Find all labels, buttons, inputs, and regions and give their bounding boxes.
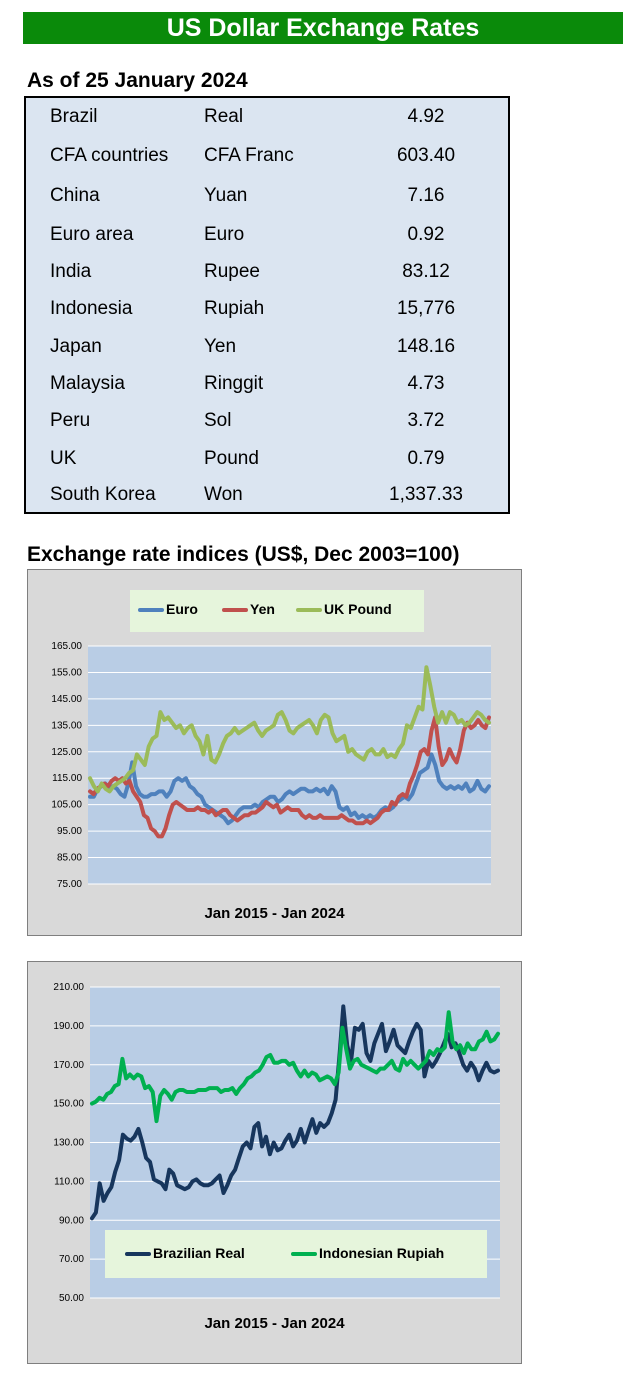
currency-cell: Ringgit bbox=[204, 373, 264, 394]
country-cell: Brazil bbox=[50, 106, 98, 127]
legend-swatch-uk-pound bbox=[296, 608, 322, 613]
currency-cell: Won bbox=[204, 484, 243, 505]
currency-cell: Pound bbox=[204, 448, 259, 469]
country-cell: UK bbox=[50, 448, 77, 469]
chart2-svg: 50.00 70.00 90.00 110.00 130.00 150.00 170.00 1… bbox=[53, 982, 500, 1304]
legend-swatch-euro bbox=[138, 608, 164, 613]
country-cell: Japan bbox=[50, 336, 102, 357]
y-tick-label: 70.00 bbox=[59, 1254, 84, 1265]
series-line-indonesian-rupiah bbox=[90, 1010, 500, 1124]
rate-value-cell: 83.12 bbox=[402, 261, 450, 282]
rates-date-heading: As of 25 January 2024 bbox=[27, 69, 248, 92]
rate-value-cell: 1,337.33 bbox=[389, 484, 463, 505]
country-cell: Peru bbox=[50, 410, 91, 431]
legend-item-uk-pound: UK Pound bbox=[296, 601, 392, 617]
table-row: Brazil Real 4.92 bbox=[26, 106, 508, 136]
y-tick-label: 105.00 bbox=[51, 800, 82, 811]
y-tick-label: 110.00 bbox=[54, 1176, 84, 1187]
currency-cell: Rupee bbox=[204, 261, 260, 282]
rate-value-cell: 0.92 bbox=[407, 224, 445, 245]
table-row: CFA countries CFA Franc 603.40 bbox=[26, 145, 508, 175]
country-cell: Malaysia bbox=[50, 373, 125, 394]
rate-value-cell: 4.73 bbox=[407, 373, 445, 394]
legend-label-euro: Euro bbox=[166, 601, 198, 617]
y-tick-label: 90.00 bbox=[59, 1215, 84, 1226]
rate-value-cell: 603.40 bbox=[396, 145, 456, 166]
table-row: India Rupee 83.12 bbox=[26, 261, 508, 291]
y-tick-label: 145.00 bbox=[51, 694, 82, 705]
chart2-xlabel: Jan 2015 - Jan 2024 bbox=[204, 1315, 345, 1332]
table-row: Japan Yen 148.16 bbox=[26, 336, 508, 366]
page-title: US Dollar Exchange Rates bbox=[166, 14, 480, 42]
table-row: UK Pound 0.79 bbox=[26, 448, 508, 478]
chart2-legend: Brazilian Real Indonesian Rupiah bbox=[105, 1230, 487, 1278]
table-row: Indonesia Rupiah 15,776 bbox=[26, 298, 508, 328]
legend-label-indonesian-rupiah: Indonesian Rupiah bbox=[319, 1245, 445, 1261]
rate-value-cell: 4.92 bbox=[407, 106, 445, 127]
y-tick-label: 125.00 bbox=[51, 747, 82, 758]
currency-cell: Sol bbox=[204, 410, 232, 431]
chart1-xlabel: Jan 2015 - Jan 2024 bbox=[204, 905, 345, 922]
page-title-banner: US Dollar Exchange Rates bbox=[23, 12, 623, 44]
legend-swatch-yen bbox=[222, 608, 248, 613]
y-tick-label: 95.00 bbox=[57, 826, 82, 837]
country-cell: Indonesia bbox=[50, 298, 133, 319]
rate-value-cell: 3.72 bbox=[407, 410, 445, 431]
country-cell: South Korea bbox=[50, 484, 156, 505]
table-row: Malaysia Ringgit 4.73 bbox=[26, 373, 508, 403]
exchange-rates-table: Brazil Real 4.92 CFA countries CFA Franc 603.… bbox=[24, 96, 510, 514]
currency-cell: Real bbox=[204, 106, 244, 127]
indices-heading: Exchange rate indices (US$, Dec 2003=100… bbox=[27, 543, 460, 566]
series-line-yen bbox=[88, 715, 491, 839]
chart1-legend: Euro Yen UK Pound bbox=[130, 590, 424, 632]
y-tick-label: 150.00 bbox=[53, 1099, 84, 1110]
legend-item-brazilian-real: Brazilian Real bbox=[125, 1245, 245, 1261]
legend-item-yen: Yen bbox=[222, 601, 275, 617]
legend-item-indonesian-rupiah: Indonesian Rupiah bbox=[291, 1245, 444, 1261]
rate-value-cell: 0.79 bbox=[407, 448, 445, 469]
chart1-svg: 75.00 85.00 95.00 105.00 115.00 125.00 135.00 1… bbox=[51, 641, 491, 890]
country-cell: China bbox=[50, 185, 100, 206]
table-row: Euro area Euro 0.92 bbox=[26, 224, 508, 254]
y-tick-label: 50.00 bbox=[59, 1293, 84, 1304]
table-row: China Yuan 7.16 bbox=[26, 185, 508, 215]
y-tick-label: 115.00 bbox=[52, 773, 82, 784]
chart-real-rupiah: 50.00 70.00 90.00 110.00 130.00 150.00 170.00 1… bbox=[27, 961, 522, 1364]
y-tick-label: 130.00 bbox=[53, 1138, 84, 1149]
y-tick-label: 190.00 bbox=[53, 1021, 84, 1032]
table-row: South Korea Won 1,337.33 bbox=[26, 484, 508, 514]
y-tick-label: 75.00 bbox=[57, 879, 82, 890]
legend-label-uk-pound: UK Pound bbox=[324, 601, 392, 617]
currency-cell: Euro bbox=[204, 224, 245, 245]
y-tick-label: 155.00 bbox=[51, 667, 82, 678]
legend-swatch-indonesian-rupiah bbox=[291, 1252, 317, 1257]
y-tick-label: 210.00 bbox=[53, 982, 84, 993]
y-tick-label: 85.00 bbox=[57, 853, 82, 864]
legend-label-yen: Yen bbox=[250, 601, 275, 617]
series-line-uk-pound bbox=[88, 665, 491, 794]
country-cell: CFA countries bbox=[50, 145, 169, 166]
currency-cell: CFA Franc bbox=[204, 145, 294, 166]
rate-value-cell: 7.16 bbox=[407, 185, 445, 206]
series-line-brazilian-real bbox=[90, 1004, 500, 1221]
rate-value-cell: 148.16 bbox=[396, 336, 456, 357]
y-tick-label: 170.00 bbox=[53, 1060, 84, 1071]
country-cell: India bbox=[50, 261, 92, 282]
y-tick-label: 165.00 bbox=[51, 641, 82, 652]
y-tick-label: 135.00 bbox=[51, 720, 82, 731]
currency-cell: Yuan bbox=[204, 185, 248, 206]
chart-euro-yen-pound: 75.00 85.00 95.00 105.00 115.00 125.00 135.00 1… bbox=[27, 569, 522, 936]
rate-value-cell: 15,776 bbox=[396, 298, 456, 319]
currency-cell: Yen bbox=[204, 336, 237, 357]
legend-swatch-brazilian-real bbox=[125, 1252, 151, 1257]
currency-cell: Rupiah bbox=[204, 298, 265, 319]
legend-item-euro: Euro bbox=[138, 601, 198, 617]
legend-label-brazilian-real: Brazilian Real bbox=[153, 1245, 245, 1261]
country-cell: Euro area bbox=[50, 224, 134, 245]
series-line-euro bbox=[88, 752, 491, 826]
table-row: Peru Sol 3.72 bbox=[26, 410, 508, 440]
